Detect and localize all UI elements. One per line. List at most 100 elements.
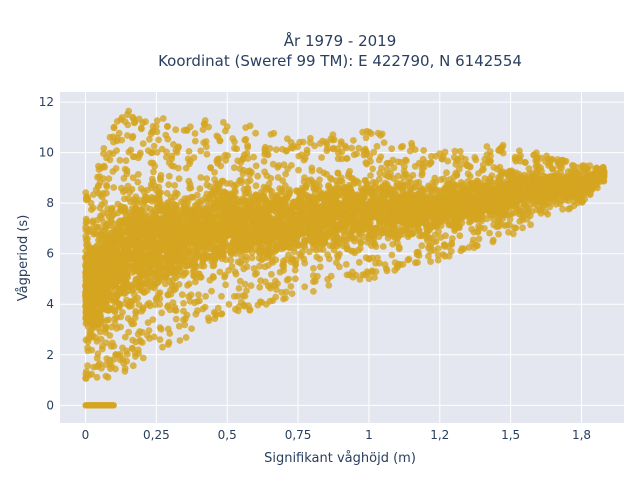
data-point xyxy=(400,174,407,181)
data-point xyxy=(149,316,157,323)
data-point xyxy=(510,224,518,232)
data-point xyxy=(389,240,397,248)
data-point xyxy=(430,247,438,254)
data-point xyxy=(524,204,531,212)
data-point xyxy=(156,174,164,182)
data-point xyxy=(96,328,104,336)
data-point xyxy=(84,362,91,370)
data-point xyxy=(559,205,566,213)
data-point xyxy=(138,125,145,133)
data-point xyxy=(429,179,437,187)
data-point xyxy=(130,320,138,327)
data-point xyxy=(199,305,207,313)
data-point xyxy=(109,168,117,175)
data-point xyxy=(130,115,137,123)
data-point xyxy=(105,316,112,324)
data-point xyxy=(239,292,247,299)
data-point xyxy=(456,148,464,155)
data-point xyxy=(172,315,180,323)
data-point xyxy=(252,129,259,137)
data-point xyxy=(134,346,142,354)
data-point xyxy=(499,141,507,149)
data-point xyxy=(310,278,317,285)
data-point xyxy=(217,162,225,170)
data-point xyxy=(193,191,201,199)
data-point xyxy=(102,223,110,231)
data-point xyxy=(185,280,193,288)
data-point xyxy=(330,246,338,254)
data-point xyxy=(310,288,317,295)
data-point xyxy=(148,184,156,192)
data-point xyxy=(184,195,192,202)
data-point xyxy=(192,278,199,286)
data-point xyxy=(146,302,154,310)
data-point xyxy=(143,204,151,212)
data-point xyxy=(469,236,477,244)
data-point xyxy=(103,355,111,362)
data-point xyxy=(185,148,193,155)
data-point xyxy=(324,251,332,258)
data-point xyxy=(248,254,256,262)
data-point xyxy=(127,146,135,154)
data-point xyxy=(130,199,138,206)
data-point xyxy=(124,121,132,129)
data-point xyxy=(110,184,118,191)
data-point xyxy=(508,169,515,177)
data-point xyxy=(116,156,124,164)
data-point xyxy=(329,145,337,153)
data-point xyxy=(478,166,486,174)
data-point xyxy=(256,250,264,257)
data-point xyxy=(150,168,157,176)
data-point xyxy=(412,259,419,267)
data-point xyxy=(202,292,210,300)
data-point xyxy=(234,157,242,165)
data-point xyxy=(257,277,264,284)
data-point xyxy=(325,182,332,189)
data-point xyxy=(106,332,114,339)
data-point xyxy=(449,235,456,242)
data-point xyxy=(98,345,106,353)
data-point xyxy=(400,167,408,175)
data-point xyxy=(213,209,221,216)
data-point xyxy=(375,156,383,164)
data-point xyxy=(295,152,303,160)
data-point xyxy=(380,139,388,147)
data-point xyxy=(235,285,243,292)
data-point xyxy=(274,280,281,287)
data-point xyxy=(182,334,190,341)
data-point xyxy=(115,129,123,137)
data-point xyxy=(372,259,379,267)
data-point xyxy=(191,130,199,137)
data-point xyxy=(382,265,390,272)
data-point xyxy=(110,138,117,146)
data-point xyxy=(214,304,222,312)
data-point xyxy=(118,136,126,144)
data-point xyxy=(527,221,534,229)
data-point xyxy=(105,175,113,183)
data-point xyxy=(227,248,235,256)
data-point xyxy=(475,235,483,243)
data-point xyxy=(95,223,103,231)
data-point xyxy=(88,206,95,214)
data-point xyxy=(372,268,380,275)
data-point xyxy=(211,315,219,322)
data-point xyxy=(349,226,357,233)
data-point xyxy=(342,144,350,152)
data-point xyxy=(159,115,167,122)
data-point xyxy=(272,146,280,154)
data-point xyxy=(362,134,370,142)
data-point xyxy=(538,167,545,175)
data-point xyxy=(123,347,130,355)
data-point xyxy=(216,268,224,276)
data-point xyxy=(239,170,247,178)
data-point xyxy=(232,305,239,313)
data-point xyxy=(194,307,201,315)
data-point xyxy=(165,181,173,189)
data-point xyxy=(112,351,120,358)
data-point xyxy=(202,138,210,145)
data-point xyxy=(229,135,237,142)
data-point xyxy=(544,210,552,218)
data-point xyxy=(280,161,288,169)
data-point xyxy=(459,180,467,188)
